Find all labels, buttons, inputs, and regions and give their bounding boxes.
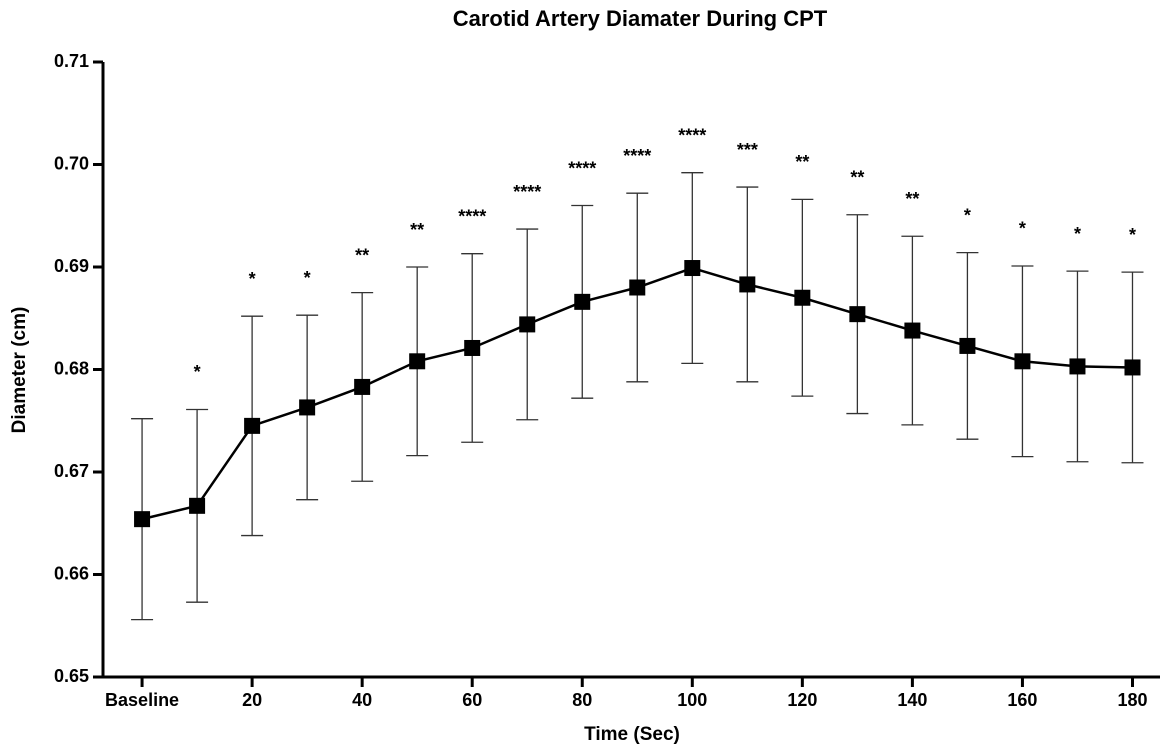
y-tick-label: 0.66: [54, 563, 89, 583]
data-point: [1124, 359, 1141, 376]
x-tick-label: 60: [462, 690, 482, 710]
y-axis-label: Diameter (cm): [9, 307, 30, 434]
data-point: [244, 417, 261, 434]
y-tick-label: 0.67: [54, 461, 89, 481]
data-point: [794, 289, 811, 306]
significance-label: **: [795, 152, 809, 172]
significance-label: ***: [737, 140, 758, 160]
data-point: [299, 399, 316, 416]
data-point: [519, 316, 536, 333]
significance-label: *: [1074, 224, 1081, 244]
x-tick-label: 40: [352, 690, 372, 710]
x-tick-label: Baseline: [105, 690, 179, 710]
data-point: [959, 337, 976, 354]
data-point: [1014, 353, 1031, 370]
significance-label: ****: [513, 182, 541, 202]
data-point: [134, 511, 151, 528]
significance-label: *: [249, 269, 256, 289]
significance-label: ****: [568, 158, 596, 178]
x-axis-label: Time (Sec): [584, 724, 680, 745]
data-point: [189, 497, 206, 514]
data-point: [739, 276, 756, 293]
significance-label: ****: [458, 206, 486, 226]
data-point: [574, 293, 591, 310]
data-point: [464, 339, 481, 356]
x-tick-label: 180: [1117, 690, 1147, 710]
y-tick-label: 0.68: [54, 358, 89, 378]
data-point: [684, 260, 701, 277]
x-tick-label: 100: [677, 690, 707, 710]
significance-label: *: [304, 268, 311, 288]
significance-label: **: [850, 167, 864, 187]
x-tick-label: 80: [572, 690, 592, 710]
data-point: [1069, 358, 1086, 375]
y-tick-label: 0.70: [54, 153, 89, 173]
data-point: [409, 353, 426, 370]
significance-label: **: [355, 245, 369, 265]
data-point: [849, 306, 866, 323]
data-point: [629, 279, 646, 296]
significance-label: ****: [678, 125, 706, 145]
significance-label: *: [964, 205, 971, 225]
significance-label: **: [410, 220, 424, 240]
significance-label: *: [1129, 225, 1136, 245]
y-tick-label: 0.65: [54, 666, 89, 686]
x-tick-label: 140: [897, 690, 927, 710]
data-point: [354, 378, 371, 395]
x-tick-label: 120: [787, 690, 817, 710]
x-tick-label: 20: [242, 690, 262, 710]
data-point: [904, 322, 921, 339]
significance-label: ****: [623, 146, 651, 166]
significance-label: *: [1019, 219, 1026, 239]
y-tick-label: 0.71: [54, 51, 89, 71]
chart-title: Carotid Artery Diamater During CPT: [453, 6, 828, 31]
significance-label: **: [905, 189, 919, 209]
x-tick-label: 160: [1007, 690, 1037, 710]
y-tick-label: 0.69: [54, 256, 89, 276]
significance-label: *: [194, 362, 201, 382]
